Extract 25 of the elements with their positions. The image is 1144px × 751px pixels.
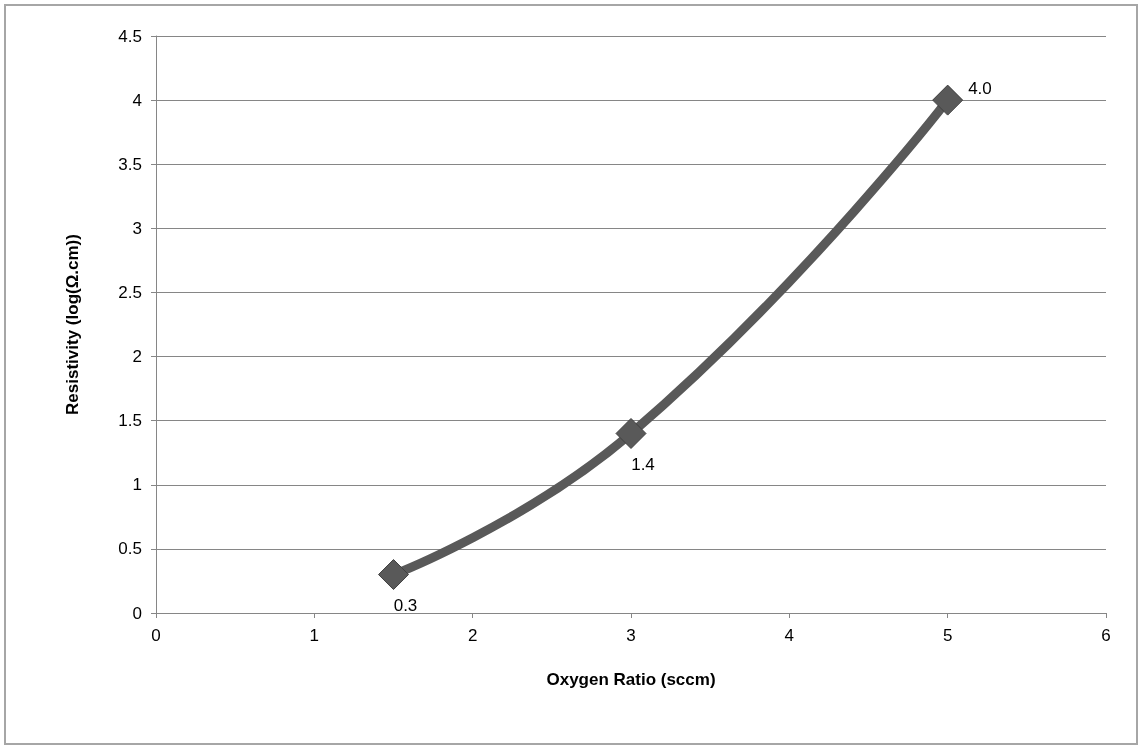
y-tick-label: 1 [132,475,142,495]
y-tick-label: 0 [132,603,142,623]
y-tick-label: 0.5 [118,539,142,559]
x-tick-label: 6 [1101,626,1111,645]
data-label: 0.3 [393,596,418,616]
data-label: 1.4 [631,454,655,474]
y-axis-title: Resistivity (log(Ω.cm)) [63,234,82,415]
y-tick-label: 3.5 [118,154,142,174]
x-tick-label: 5 [942,626,953,645]
data-label: 4.0 [968,78,992,98]
y-tick-label: 2 [132,347,142,367]
x-axis-title: Oxygen Ratio (sccm) [546,670,716,689]
x-tick-label: 4 [784,626,795,645]
y-tick-label: 2.5 [118,282,142,302]
point [378,559,409,591]
point [932,84,964,116]
x-tick-label: 0 [151,626,161,645]
x-tick-label: 3 [626,626,636,645]
y-tick-label: 4.5 [118,26,142,46]
point [615,417,647,449]
x-tick-label: 1 [309,626,320,645]
y-tick-label: 3 [132,218,142,238]
y-tick-label: 4 [132,90,142,110]
y-tick-label: 1.5 [118,411,142,431]
x-tick-label: 2 [467,626,478,645]
